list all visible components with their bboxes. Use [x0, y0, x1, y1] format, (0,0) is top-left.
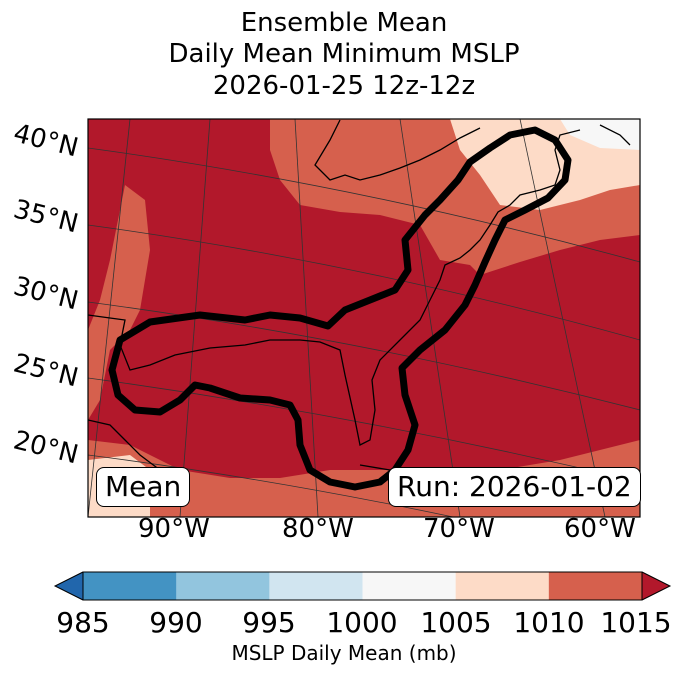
- colorbar-block-4: [362, 572, 457, 600]
- lon-label-70w: 70°W: [423, 514, 495, 544]
- colorbar-tick-990: 990: [149, 606, 203, 639]
- colorbar-tick-1010: 1010: [513, 606, 585, 639]
- title-line-3: 2026-01-25 12z-12z: [212, 71, 476, 101]
- colorbar-tick-995: 995: [242, 606, 296, 639]
- lon-label-90w: 90°W: [138, 514, 210, 544]
- map-area: [88, 119, 640, 517]
- colorbar-blocks: [83, 572, 643, 600]
- colorbar-left-arrow: [55, 572, 83, 600]
- colorbar-block-3: [269, 572, 363, 600]
- colorbar-arrow-outline: [53, 571, 672, 601]
- colorbar-tick-1000: 1000: [326, 606, 398, 639]
- colorbar-block-5: [455, 572, 550, 600]
- map-frame: [87, 118, 641, 518]
- colorbar-right-arrow: [642, 572, 670, 600]
- colorbar-block-6: [548, 572, 643, 600]
- field-red-west: [88, 185, 150, 420]
- mean-badge: Mean: [96, 467, 191, 507]
- colorbar-block-1: [83, 572, 177, 600]
- colorbar-block-2: [176, 572, 270, 600]
- colorbar-label: MSLP Daily Mean (mb): [231, 641, 457, 665]
- colorbar-tick-1015: 1015: [600, 606, 672, 639]
- colorbar: [53, 571, 672, 601]
- run-date-badge: Run: 2026-01-02: [388, 467, 641, 507]
- colorbar-tick-985: 985: [56, 606, 110, 639]
- colorbar-frame: [82, 571, 643, 601]
- field-white: [560, 119, 640, 150]
- ensemble-contour: [108, 126, 572, 491]
- lon-label-60w: 60°W: [564, 514, 636, 544]
- title-line-2: Daily Mean Minimum MSLP: [168, 39, 520, 69]
- lon-label-80w: 80°W: [282, 514, 354, 544]
- title-line-1: Ensemble Mean: [240, 8, 448, 38]
- colorbar-tick-1005: 1005: [420, 606, 492, 639]
